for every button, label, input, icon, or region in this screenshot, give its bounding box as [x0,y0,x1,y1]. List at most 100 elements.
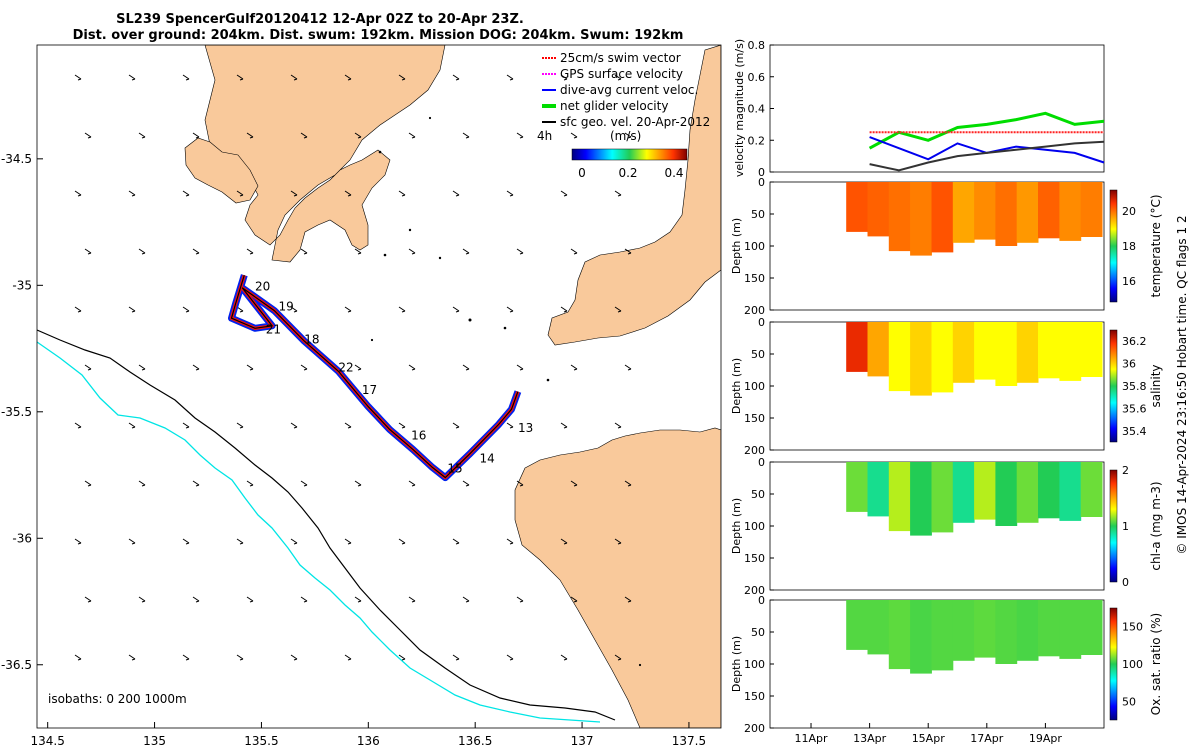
colorbar-tick-label: 36.2 [1122,335,1147,348]
profile-column [1059,462,1082,521]
velocity-arrowhead [465,368,470,371]
velocity-arrowhead [185,658,190,661]
velocity-arrow [614,654,622,660]
velocity-arrow [290,306,298,312]
velocity-arrowhead [357,484,362,487]
velocity-arrowhead [563,78,568,81]
track-day-label: 17 [362,383,377,397]
velocity-arrow [300,596,308,602]
velocity-arrowhead [401,658,406,661]
velocity-arrowhead [77,426,82,429]
velocity-arrowhead [465,484,470,487]
velocity-arrow [398,538,406,544]
velocity-arrow [128,306,136,312]
depth-tick-label: 100 [744,658,765,671]
velocity-arrowhead [249,484,254,487]
profile-column [867,182,890,237]
velocity-arrow [624,596,632,602]
profile-column [846,322,868,372]
velocity-arrow [408,248,416,254]
velocity-arrowhead [627,484,632,487]
velocity-arrowhead [573,252,578,255]
velocity-arrowhead [411,368,416,371]
velocity-arrow [74,422,82,428]
map-x-tick-label: 135 [143,734,166,748]
legend-item-label: sfc geo. vel. 20-Apr-2012 [560,115,710,129]
velocity-arrowhead [455,542,460,545]
profile-column [910,182,932,256]
velocity-arrowhead [573,368,578,371]
velocity-arrow [506,538,514,544]
depth-ylabel: Depth (m) [730,636,743,692]
colorbar-tick-label: 20 [1122,205,1136,218]
velocity-arrowhead [563,426,568,429]
velocity-arrowhead [185,78,190,81]
depth-tick-label: 100 [744,380,765,393]
velocity-arrow [452,190,460,196]
velocity-arrow [138,132,146,138]
velocity-arrowhead [239,542,244,545]
velocity-arrow [192,132,200,138]
velocity-arrow [344,74,352,80]
velocity-arrowhead [185,310,190,313]
velocity-arrow [624,480,632,486]
profile-panel: 0 50 100 150 200 Depth (m) 16 18 20 temperature (… [730,176,1163,317]
colorbar-tick-label: 35.6 [1122,402,1147,415]
map-x-tick-label: 136 [357,734,380,748]
velocity-arrow [560,654,568,660]
velocity-arrow [74,654,82,660]
colorbar-label: chl-a (mg m-3) [1149,481,1163,570]
colorbar-label: temperature (°C) [1149,195,1163,298]
colorbar-tick-label: 50 [1122,695,1136,708]
velocity-arrow [516,132,524,138]
velocity-arrowhead [573,136,578,139]
time-tick-label: 19Apr [1029,732,1063,745]
profile-column [931,600,954,671]
map-y-tick-label: -36.5 [1,658,32,672]
profile-column [952,322,975,383]
velocity-arrow [452,538,460,544]
velocity-arrow [506,654,514,660]
velocity-arrow [408,132,416,138]
depth-tick-label: 0 [758,316,765,329]
velocity-arrow [344,422,352,428]
velocity-arrow [408,364,416,370]
profile-column [952,600,975,661]
profile-column [1080,182,1103,237]
velocity-arrow [506,190,514,196]
velocity-arrowhead [303,136,308,139]
profile-column [846,600,868,650]
profile-column [1016,600,1039,661]
velocity-arrowhead [347,542,352,545]
velocity-arrow [290,654,298,660]
velocity-arrowhead [617,194,622,197]
profile-column [910,600,932,674]
profile-column [910,462,932,536]
time-tick-label: 17Apr [970,732,1004,745]
profile-column [888,462,911,532]
velocity-arrowhead [239,426,244,429]
track-day-label: 14 [479,451,494,465]
velocity-y-tick-label: 0.4 [748,103,766,116]
colorbar-label: Ox. sat. ratio (%) [1149,613,1163,715]
velocity-arrow [398,306,406,312]
colorbar-tick-label: 100 [1122,658,1143,671]
colorbar-label: salinity [1149,364,1163,407]
velocity-arrow [462,364,470,370]
profile-column [1038,322,1060,379]
profile-column [1080,462,1103,517]
profile-column [867,462,890,517]
velocity-arrow [246,596,254,602]
velocity-arrow [398,190,406,196]
track-day-label: 19 [279,300,294,314]
velocity-arrow [246,364,254,370]
velocity-arrowhead [563,194,568,197]
speed-colorbar-tick: 0 [578,166,586,180]
velocity-arrowhead [465,252,470,255]
velocity-arrow [408,596,416,602]
velocity-arrow [354,248,362,254]
velocity-arrow [354,596,362,602]
velocity-arrow [182,422,190,428]
velocity-arrowhead [509,426,514,429]
profile-column [1016,322,1039,383]
